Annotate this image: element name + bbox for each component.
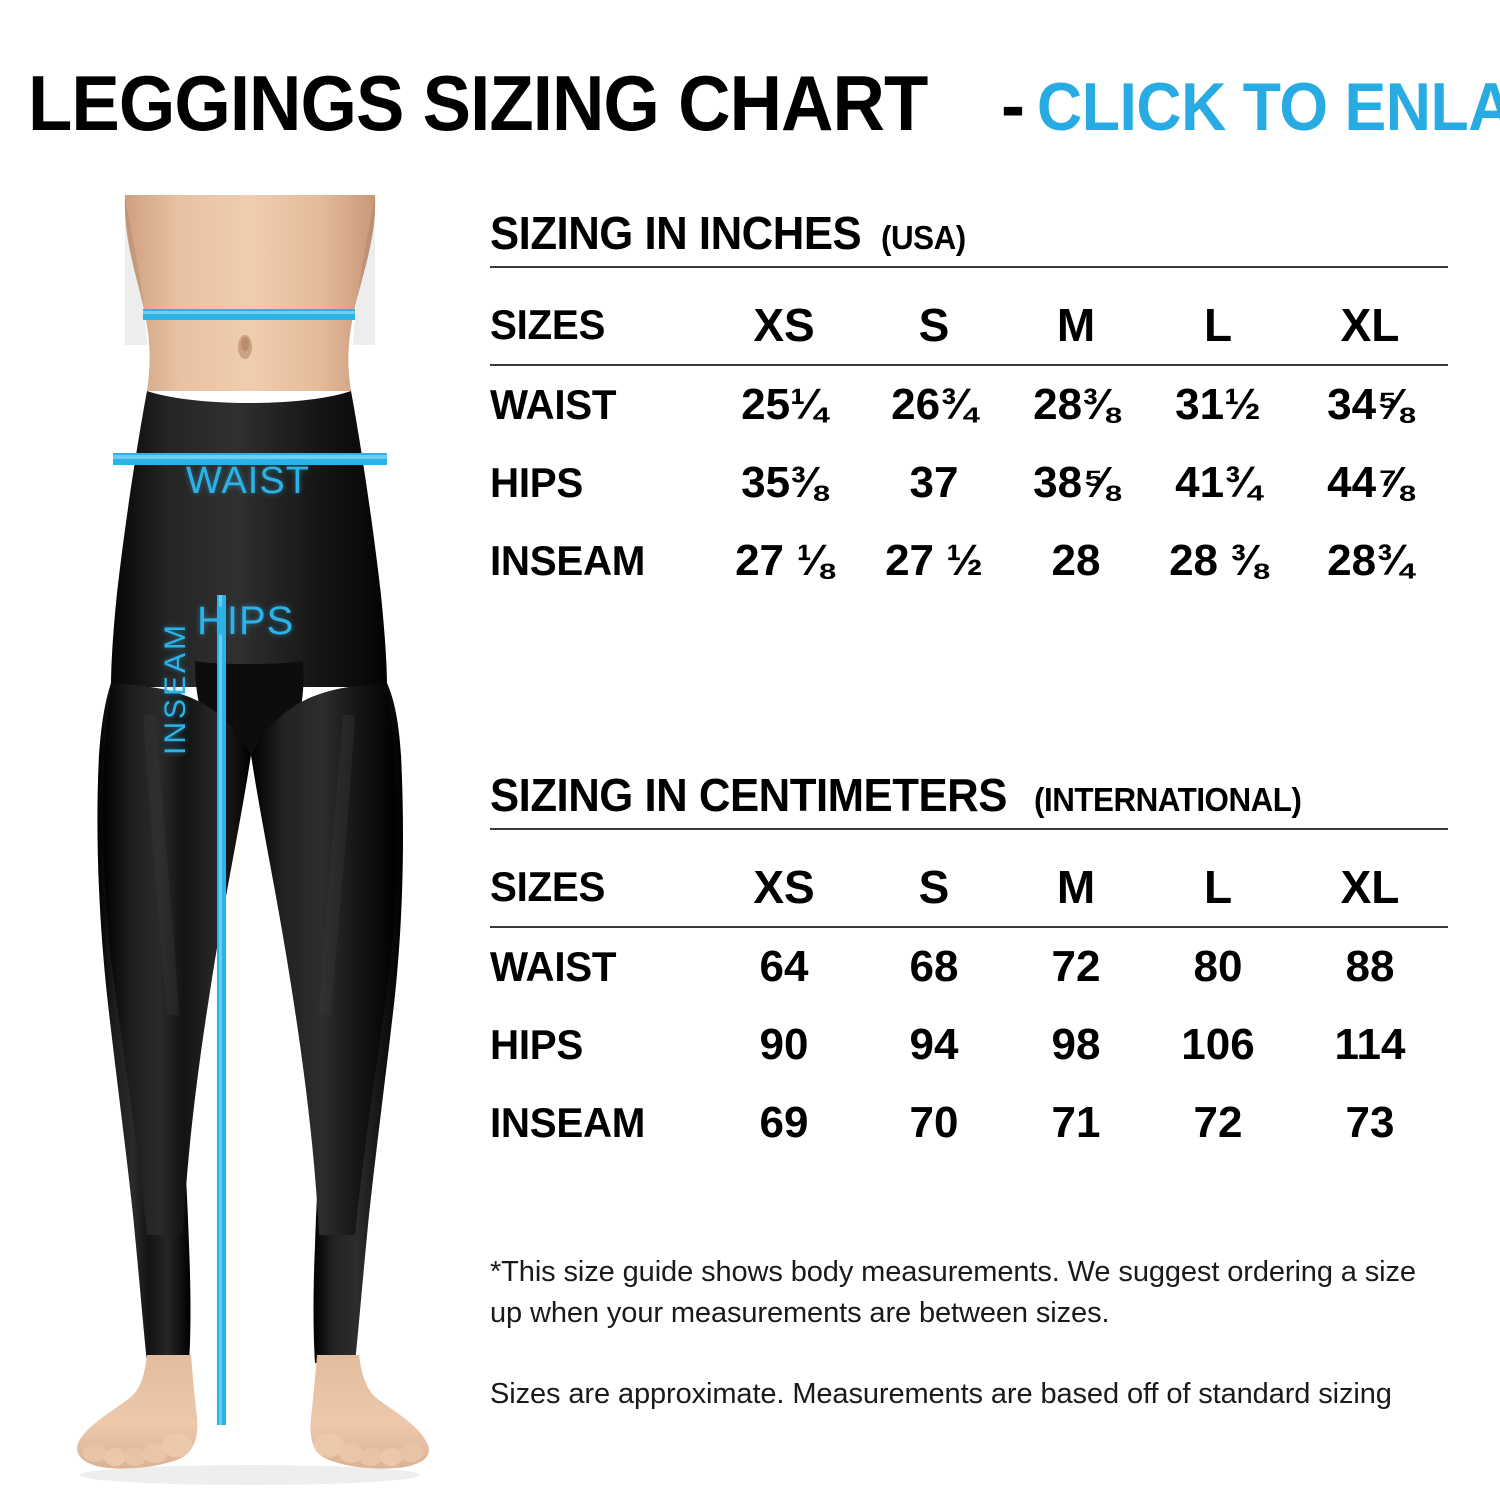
inches-heading-unit: (USA) bbox=[880, 219, 966, 256]
row-label-waist: WAIST bbox=[490, 381, 617, 428]
sizing-table-centimeters: SIZING IN CENTIMETERS (INTERNATIONAL) SIZ… bbox=[490, 768, 1448, 1162]
cm-heading-main: SIZING IN CENTIMETERS bbox=[490, 769, 1007, 821]
click-to-enlarge-label[interactable]: CLICK TO ENLARGE bbox=[1037, 69, 1500, 145]
cell-hips-xs-cm: 90 bbox=[759, 1020, 809, 1069]
cm-table-heading: SIZING IN CENTIMETERS (INTERNATIONAL) bbox=[490, 768, 1448, 830]
column-header-sizes-cm: SIZES bbox=[490, 863, 606, 910]
cell-waist-s: 26¾ bbox=[891, 380, 977, 429]
leggings-illustration[interactable]: WAIST HIPS INSEAM bbox=[55, 195, 445, 1485]
cell-hips-xl: 44⅞ bbox=[1327, 458, 1413, 507]
sizing-table-inches: SIZING IN INCHES (USA) SIZES XS S M L XL bbox=[490, 206, 1448, 600]
waist-measure-line bbox=[143, 309, 355, 320]
cell-inseam-xl: 28¾ bbox=[1327, 536, 1413, 585]
inches-measurements-table: SIZES XS S M L XL WAIST 25¼ 26¾ 28⅜ 31½ … bbox=[490, 286, 1448, 600]
cell-inseam-l-cm: 72 bbox=[1193, 1098, 1243, 1147]
footnote-size-guide: *This size guide shows body measurements… bbox=[490, 1256, 1416, 1330]
row-label-hips-cm: HIPS bbox=[490, 1021, 583, 1068]
column-header-m-cm: M bbox=[1056, 861, 1096, 913]
cell-waist-s-cm: 68 bbox=[909, 942, 959, 991]
column-header-xl: XL bbox=[1340, 299, 1400, 351]
leggings-figure-svg bbox=[77, 195, 429, 1485]
column-header-xs-cm: XS bbox=[753, 861, 815, 913]
row-label-waist-cm: WAIST bbox=[490, 943, 617, 990]
table-row: HIPS 35⅜ 37 38⅝ 41¾ 44⅞ bbox=[490, 444, 1448, 522]
footnotes: *This size guide shows body measurements… bbox=[490, 1252, 1440, 1416]
table-row: INSEAM 69 70 71 72 73 bbox=[490, 1084, 1448, 1162]
leggings-hip-block bbox=[111, 391, 387, 687]
column-header-xl-cm: XL bbox=[1340, 861, 1400, 913]
cell-hips-s-cm: 94 bbox=[909, 1020, 959, 1069]
cell-waist-xs-cm: 64 bbox=[759, 942, 809, 991]
cell-waist-m: 28⅜ bbox=[1033, 380, 1119, 429]
feet bbox=[77, 1355, 429, 1485]
row-label-inseam: INSEAM bbox=[490, 537, 646, 584]
table-row: INSEAM 27 ⅛ 27 ½ 28 28 ⅜ 28¾ bbox=[490, 522, 1448, 600]
measurement-lines bbox=[113, 309, 387, 1425]
page-title-main: LEGGINGS SIZING CHART bbox=[28, 59, 928, 147]
cell-inseam-m: 28 bbox=[1051, 536, 1101, 585]
column-header-sizes: SIZES bbox=[490, 301, 606, 348]
column-header-m: M bbox=[1056, 299, 1096, 351]
inches-heading-main: SIZING IN INCHES bbox=[490, 207, 862, 259]
table-row: WAIST 25¼ 26¾ 28⅜ 31½ 34⅝ bbox=[490, 365, 1448, 444]
table-row: HIPS 90 94 98 106 114 bbox=[490, 1006, 1448, 1084]
footnote-approximate: Sizes are approximate. Measurements are … bbox=[490, 1378, 1392, 1411]
cell-inseam-xs-cm: 69 bbox=[759, 1098, 809, 1147]
cell-inseam-s: 27 ½ bbox=[885, 536, 983, 585]
cell-hips-s: 37 bbox=[909, 458, 959, 507]
cell-hips-m: 38⅝ bbox=[1033, 458, 1119, 507]
cell-hips-l: 41¾ bbox=[1175, 458, 1261, 507]
cell-hips-xl-cm: 114 bbox=[1334, 1020, 1406, 1069]
cell-waist-xl-cm: 88 bbox=[1345, 942, 1395, 991]
cell-inseam-m-cm: 71 bbox=[1051, 1098, 1101, 1147]
column-header-s-cm: S bbox=[918, 861, 950, 913]
cell-waist-l: 31½ bbox=[1175, 380, 1261, 429]
cell-inseam-l: 28 ⅜ bbox=[1169, 536, 1267, 585]
inches-table-heading: SIZING IN INCHES (USA) bbox=[490, 206, 1448, 268]
torso-skin bbox=[124, 195, 376, 391]
cell-hips-m-cm: 98 bbox=[1051, 1020, 1101, 1069]
column-header-l-cm: L bbox=[1203, 861, 1233, 913]
row-label-hips: HIPS bbox=[490, 459, 583, 506]
cell-waist-xs: 25¼ bbox=[741, 380, 827, 429]
cell-inseam-xl-cm: 73 bbox=[1345, 1098, 1395, 1147]
cell-waist-m-cm: 72 bbox=[1051, 942, 1101, 991]
title-separator-dash: - bbox=[1001, 66, 1026, 146]
cell-waist-xl: 34⅝ bbox=[1327, 380, 1413, 429]
cell-waist-l-cm: 80 bbox=[1193, 942, 1243, 991]
cell-inseam-s-cm: 70 bbox=[909, 1098, 959, 1147]
column-header-l: L bbox=[1203, 299, 1233, 351]
column-header-s: S bbox=[918, 299, 950, 351]
cell-inseam-xs: 27 ⅛ bbox=[735, 536, 833, 585]
cell-hips-l-cm: 106 bbox=[1181, 1020, 1255, 1069]
cell-hips-xs: 35⅜ bbox=[741, 458, 827, 507]
leggings-legs bbox=[97, 661, 403, 1363]
row-label-inseam-cm: INSEAM bbox=[490, 1099, 646, 1146]
cm-heading-unit: (INTERNATIONAL) bbox=[1034, 781, 1302, 818]
table-header-row: SIZES XS S M L XL bbox=[490, 848, 1448, 927]
column-header-xs: XS bbox=[753, 299, 815, 351]
page-title: LEGGINGS SIZING CHART - CLICK TO ENLARGE bbox=[28, 58, 1500, 150]
table-header-row: SIZES XS S M L XL bbox=[490, 286, 1448, 365]
cm-measurements-table: SIZES XS S M L XL WAIST 64 68 72 80 88 bbox=[490, 848, 1448, 1162]
table-row: WAIST 64 68 72 80 88 bbox=[490, 927, 1448, 1006]
